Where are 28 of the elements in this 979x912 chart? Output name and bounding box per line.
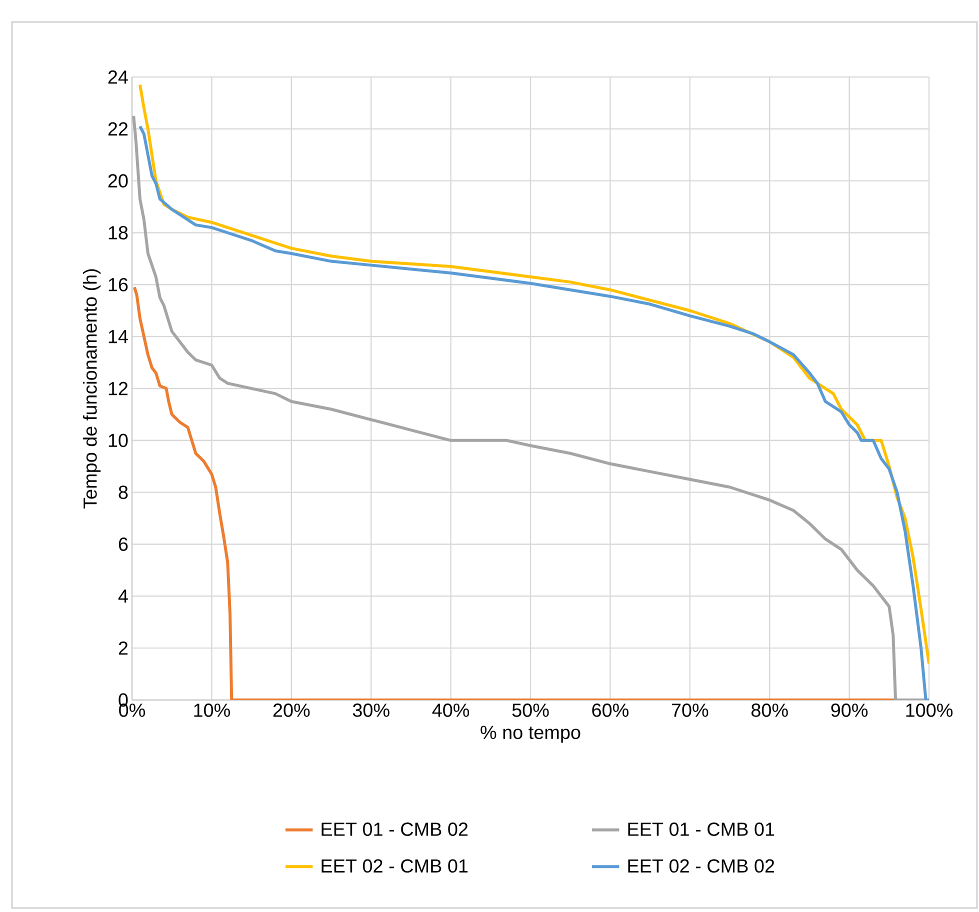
y-tick-label: 24 [108,70,128,84]
x-tick-label: 50% [512,704,549,717]
x-tick-label: 30% [352,704,390,717]
legend-label: EET 02 - CMB 01 [322,859,468,873]
x-tick-label: 60% [592,704,628,717]
y-tick-label: 4 [118,590,128,603]
y-axis-title: Tempo de funcionamento (h) [82,269,101,509]
legend-label: EET 01 - CMB 01 [628,822,774,836]
y-tick-label: 6 [118,538,128,551]
y-tick-label: 22 [108,122,128,136]
x-tick-label: 70% [672,704,708,717]
legend-label: EET 02 - CMB 02 [628,859,774,873]
y-tick-label: 16 [108,278,128,292]
x-axis-title: % no tempo [480,726,580,743]
x-tick-label: 100% [906,704,953,717]
legend-label: EET 01 - CMB 02 [322,822,468,836]
x-tick-label: 10% [194,704,230,717]
y-tick-label: 8 [118,486,128,500]
y-tick-label: 10 [108,434,128,448]
y-tick-label: 12 [108,382,128,396]
y-tick-label: 2 [118,641,128,655]
y-tick-label: 14 [108,330,128,344]
y-tick-label: 18 [108,226,128,240]
x-tick-label: 40% [432,704,470,717]
x-tick-label: 90% [831,704,868,717]
x-tick-label: 80% [751,704,788,717]
x-tick-label: 20% [273,704,310,717]
y-tick-label: 20 [108,174,128,188]
